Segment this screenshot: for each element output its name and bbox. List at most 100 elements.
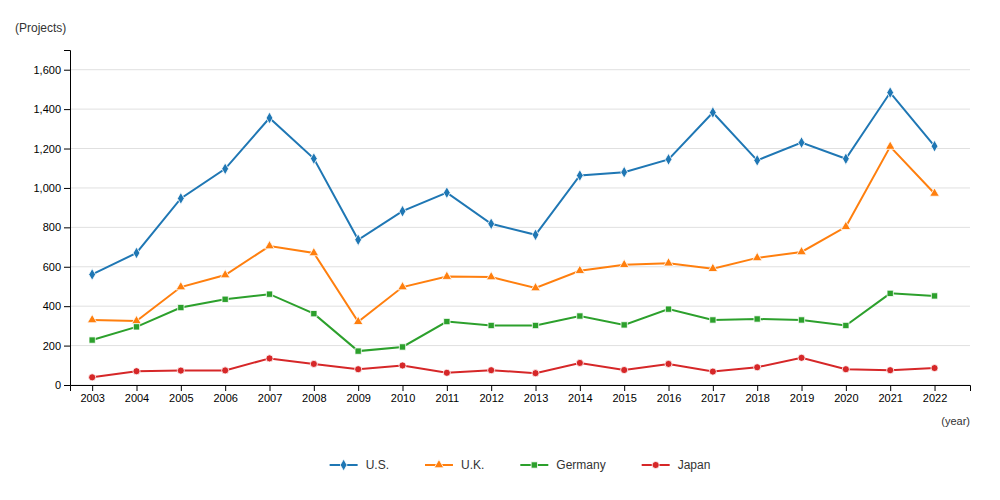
tick-label: 1,400 bbox=[33, 103, 61, 115]
series-marker bbox=[266, 112, 273, 124]
series-marker bbox=[220, 269, 230, 277]
series-marker bbox=[178, 304, 184, 310]
tick: 2022 bbox=[923, 385, 947, 404]
series-marker bbox=[89, 337, 95, 343]
legend-label: Germany bbox=[556, 458, 605, 472]
series-marker bbox=[132, 315, 142, 323]
tick: 2014 bbox=[568, 385, 592, 404]
chart-container: 02004006008001,0001,2001,4001,6002003200… bbox=[0, 0, 1000, 500]
tick-mark bbox=[181, 385, 182, 391]
tick-mark bbox=[846, 385, 847, 391]
tick-label: 2022 bbox=[923, 392, 947, 404]
tick-mark bbox=[935, 385, 936, 391]
series-marker bbox=[443, 187, 450, 199]
tick-label: 2018 bbox=[745, 392, 769, 404]
series-marker bbox=[486, 271, 496, 279]
tick-label: 1,000 bbox=[33, 182, 61, 194]
series-marker bbox=[664, 258, 674, 266]
series-marker bbox=[353, 316, 363, 324]
tick: 2008 bbox=[302, 385, 326, 404]
series-line bbox=[92, 293, 934, 351]
tick-label: 1,600 bbox=[33, 64, 61, 76]
tick: 1,400 bbox=[33, 103, 70, 115]
tick: 400 bbox=[43, 300, 70, 312]
legend-swatch-marker bbox=[652, 461, 659, 468]
series-marker bbox=[887, 87, 894, 99]
tick-mark bbox=[64, 385, 70, 386]
tick: 2006 bbox=[213, 385, 237, 404]
y-axis-label: (Projects) bbox=[15, 21, 66, 35]
tick: 2020 bbox=[834, 385, 858, 404]
series-marker bbox=[488, 322, 494, 328]
series-marker bbox=[488, 367, 495, 374]
series-marker bbox=[577, 313, 583, 319]
series-marker bbox=[621, 322, 627, 328]
tick: 200 bbox=[43, 340, 70, 352]
series-marker bbox=[89, 374, 96, 381]
tick-label: 2010 bbox=[391, 392, 415, 404]
legend-swatch-marker bbox=[531, 462, 537, 468]
series-marker bbox=[488, 218, 495, 230]
tick-label: 2009 bbox=[346, 392, 370, 404]
tick-label: 2011 bbox=[436, 392, 460, 404]
tick-label: 400 bbox=[43, 300, 61, 312]
series-marker bbox=[532, 229, 539, 241]
chart-svg: 02004006008001,0001,2001,4001,6002003200… bbox=[0, 0, 1000, 500]
tick-label: 2017 bbox=[701, 392, 725, 404]
series-marker bbox=[309, 247, 319, 255]
tick-mark bbox=[669, 385, 670, 391]
tick-label: 2016 bbox=[657, 392, 681, 404]
series-marker bbox=[355, 366, 362, 373]
x-axis: 2003200420052006200720082009201020112012… bbox=[71, 385, 971, 404]
series-marker bbox=[442, 271, 452, 279]
tick: 2003 bbox=[80, 385, 104, 404]
grid-line bbox=[70, 227, 970, 228]
tick-mark bbox=[270, 385, 271, 391]
series-marker bbox=[444, 318, 450, 324]
series-marker bbox=[885, 141, 895, 149]
series-marker bbox=[222, 296, 228, 302]
grid-line bbox=[70, 345, 970, 346]
tick: 2009 bbox=[346, 385, 370, 404]
series-marker bbox=[887, 290, 893, 296]
legend-item: U.K. bbox=[425, 458, 484, 472]
tick-mark bbox=[491, 385, 492, 391]
tick-mark bbox=[64, 346, 70, 347]
tick: 800 bbox=[43, 221, 70, 233]
series-marker bbox=[931, 293, 937, 299]
plot-area: 02004006008001,0001,2001,4001,6002003200… bbox=[33, 51, 970, 404]
tick: 2016 bbox=[657, 385, 681, 404]
tick: 2018 bbox=[745, 385, 769, 404]
grid-line bbox=[70, 109, 970, 110]
series-marker bbox=[797, 246, 807, 254]
tick-label: 2005 bbox=[169, 392, 193, 404]
legend-item: U.S. bbox=[330, 458, 389, 472]
series-marker bbox=[842, 153, 849, 165]
series-marker bbox=[709, 107, 716, 119]
series-marker bbox=[754, 364, 761, 371]
series-marker bbox=[87, 314, 97, 322]
legend-label: U.S. bbox=[366, 458, 389, 472]
tick-mark bbox=[92, 385, 93, 391]
axis-line bbox=[64, 51, 71, 386]
marks bbox=[87, 87, 939, 381]
tick-mark bbox=[64, 70, 70, 71]
legend-item: Germany bbox=[520, 458, 605, 472]
x-axis-label: (year) bbox=[941, 415, 970, 427]
tick-label: 200 bbox=[43, 340, 61, 352]
series-marker bbox=[576, 170, 583, 182]
series-marker bbox=[399, 205, 406, 217]
series-marker bbox=[266, 291, 272, 297]
tick-mark bbox=[64, 227, 70, 228]
tick-label: 2015 bbox=[612, 392, 636, 404]
series-marker bbox=[89, 269, 96, 281]
series-marker bbox=[310, 360, 317, 367]
series-marker bbox=[708, 263, 718, 271]
grid-line bbox=[70, 69, 970, 70]
grid-line bbox=[70, 187, 970, 188]
grid-line bbox=[70, 266, 970, 267]
tick-label: 2020 bbox=[834, 392, 858, 404]
grid-line bbox=[70, 306, 970, 307]
series-marker bbox=[399, 362, 406, 369]
legend-label: Japan bbox=[678, 458, 711, 472]
